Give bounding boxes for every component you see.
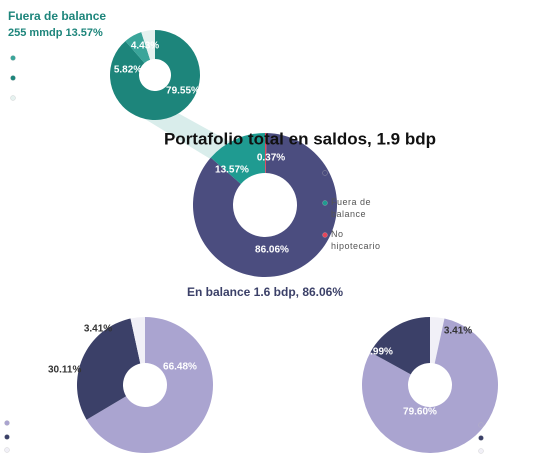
donut-slice — [265, 133, 267, 174]
legend-swatch — [322, 170, 328, 176]
value-label: 13.57% — [215, 165, 249, 176]
donut-slice — [141, 30, 155, 60]
donut-slice — [109, 30, 200, 121]
legend-swatch — [322, 200, 328, 206]
value-label: 4.43% — [131, 41, 159, 52]
value-label: 79.60% — [403, 407, 437, 418]
donut-slice — [77, 318, 141, 420]
value-label: 3.41% — [84, 324, 112, 335]
chart-title: Fuera de balance — [8, 9, 106, 23]
legend-swatch — [4, 420, 10, 426]
legend-swatch — [478, 435, 484, 441]
donut-slice — [370, 317, 430, 375]
donut-slice — [193, 133, 338, 278]
legend-swatch — [10, 95, 16, 101]
value-label: 16.99% — [359, 347, 393, 358]
value-label: 86.06% — [255, 245, 289, 256]
value-label: 3.41% — [444, 326, 472, 337]
legend-swatch — [478, 448, 484, 454]
connector — [140, 112, 245, 160]
legend-label: Fuera de balance — [331, 197, 371, 219]
chart-title: Portafolio total en saldos, 1.9 bdp — [164, 129, 436, 148]
legend-swatch — [10, 55, 16, 61]
value-label: 30.11% — [48, 365, 81, 376]
value-label: 0.37% — [257, 153, 285, 164]
legend-swatch — [4, 447, 10, 453]
chart-subtitle: 255 mmdp 13.57% — [8, 27, 103, 39]
donut-slice — [86, 317, 213, 453]
legend-label: No hipotecario — [331, 229, 381, 251]
donut-slice — [430, 317, 445, 364]
legend-swatch — [322, 232, 328, 238]
legend-swatch — [4, 434, 10, 440]
donut-slice — [210, 133, 265, 184]
donut-slice — [362, 318, 498, 453]
donut-slice — [130, 317, 145, 364]
donut-slice — [125, 32, 151, 63]
value-label: 79.55% — [166, 86, 200, 97]
value-label: 66.48% — [163, 362, 197, 373]
legend-swatch — [10, 75, 16, 81]
value-label: 5.82% — [114, 65, 142, 76]
legend-swatch — [478, 422, 484, 428]
chart-title: En balance 1.6 bdp, 86.06% — [187, 285, 343, 299]
